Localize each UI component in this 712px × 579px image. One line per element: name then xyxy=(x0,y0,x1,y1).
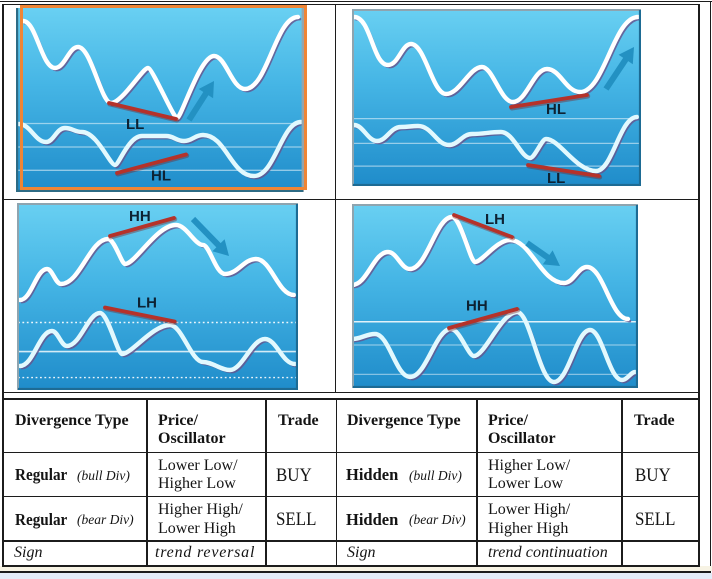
svg-text:HH: HH xyxy=(466,298,488,315)
svg-text:HH: HH xyxy=(129,208,151,225)
svg-text:LL: LL xyxy=(547,170,565,186)
svg-text:LH: LH xyxy=(485,211,505,228)
svg-text:HL: HL xyxy=(151,168,171,185)
svg-text:LL: LL xyxy=(126,116,144,133)
svg-text:HL: HL xyxy=(546,101,566,118)
svg-text:LH: LH xyxy=(137,295,157,312)
